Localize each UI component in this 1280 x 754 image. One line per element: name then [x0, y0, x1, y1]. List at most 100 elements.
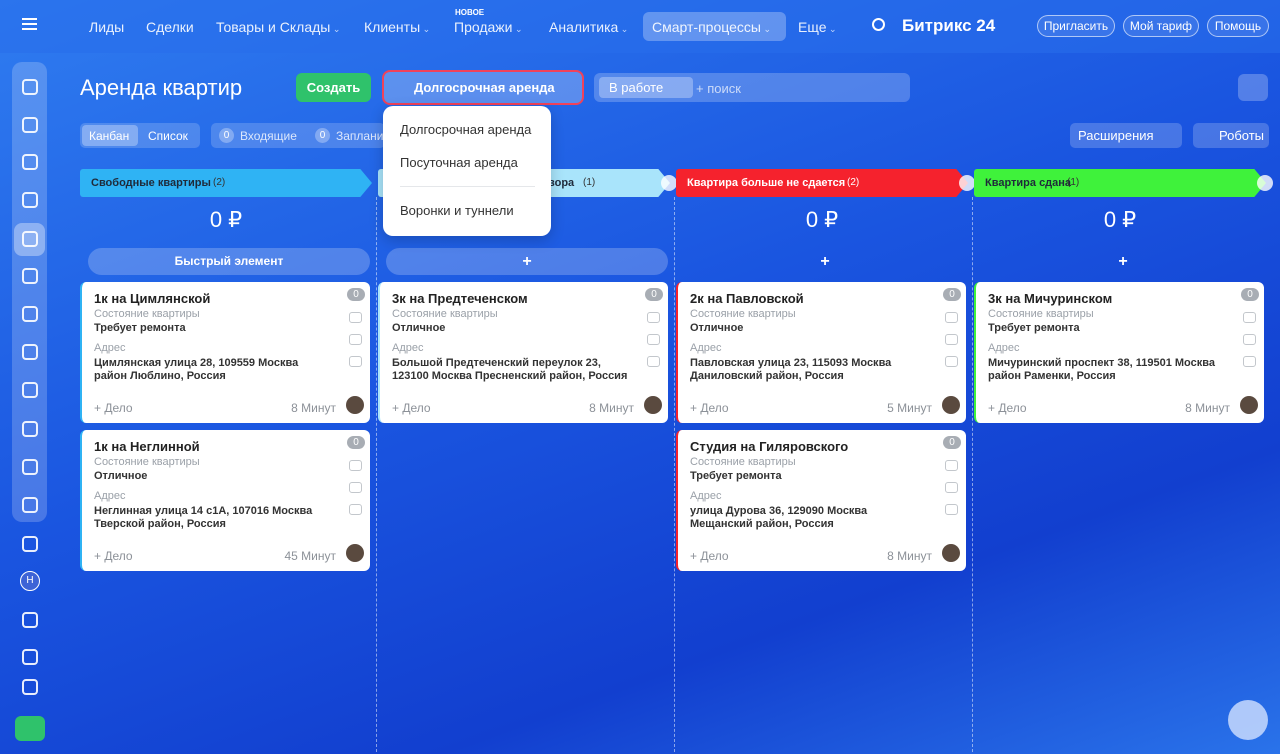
search-icon[interactable] — [872, 18, 885, 31]
column-add[interactable] — [1257, 175, 1273, 191]
card-action-icon[interactable] — [945, 460, 958, 471]
create-button[interactable]: Создать — [296, 73, 371, 102]
chat-button[interactable] — [1228, 700, 1268, 740]
nav-item[interactable]: Лиды — [89, 19, 125, 35]
deal-card[interactable]: 3к на Предтеченском 0 Состояние квартиры От… — [378, 282, 668, 423]
deal-card[interactable]: 2к на Павловской 0 Состояние квартиры Отлич… — [676, 282, 966, 423]
counter-label[interactable]: Заплани — [336, 129, 384, 143]
nav-item[interactable]: Продажи ⌄ — [454, 19, 523, 35]
view-tab[interactable]: Список — [148, 129, 188, 143]
filter-box[interactable] — [594, 73, 910, 102]
launch-button[interactable] — [15, 716, 45, 741]
card-action-icon[interactable] — [1243, 312, 1256, 323]
view-tab[interactable]: Канбан — [89, 129, 130, 143]
add-task[interactable]: + Дело — [94, 549, 133, 563]
filter-tag[interactable]: В работе — [599, 77, 693, 98]
deal-card[interactable]: 1к на Цимлянской 0 Состояние квартиры Требу… — [80, 282, 370, 423]
menu-icon[interactable] — [22, 18, 37, 30]
nav-item[interactable]: Смарт-процессы ⌄ — [652, 19, 771, 35]
sidebar-icon[interactable] — [22, 231, 38, 247]
card-action-icon[interactable] — [647, 334, 660, 345]
card-action-icon[interactable] — [945, 334, 958, 345]
field-label: Состояние квартиры — [690, 308, 796, 320]
sidebar-avatar[interactable]: Н — [20, 571, 40, 591]
card-action-icon[interactable] — [349, 312, 362, 323]
add-task[interactable]: + Дело — [392, 401, 431, 415]
field-label: Состояние квартиры — [988, 308, 1094, 320]
sidebar-icon[interactable] — [22, 154, 38, 170]
add-task[interactable]: + Дело — [690, 549, 729, 563]
card-title[interactable]: 3к на Предтеченском — [392, 291, 528, 306]
deal-card[interactable]: 1к на Неглинной 0 Состояние квартиры Отличн… — [80, 430, 370, 571]
deal-card[interactable]: 3к на Мичуринском 0 Состояние квартиры Треб… — [974, 282, 1264, 423]
sidebar-icon[interactable] — [22, 268, 38, 284]
card-title[interactable]: Студия на Гиляровского — [690, 439, 849, 454]
counter-label[interactable]: Входящие — [240, 129, 297, 143]
column-count: (1) — [583, 177, 596, 188]
sidebar-icon[interactable] — [22, 192, 38, 208]
sidebar-icon[interactable] — [22, 497, 38, 513]
dropdown-item[interactable]: Воронки и туннели — [400, 203, 514, 218]
settings-button[interactable] — [1238, 74, 1268, 101]
counter-badge: 0 — [315, 128, 330, 143]
quick-add[interactable]: + — [386, 248, 668, 275]
counters-box — [211, 123, 385, 148]
search-input[interactable]: + поиск — [696, 81, 741, 96]
sidebar-icon[interactable] — [22, 421, 38, 437]
card-action-icon[interactable] — [349, 504, 362, 515]
sidebar-icon[interactable] — [22, 306, 38, 322]
top-button[interactable]: Мой тариф — [1123, 15, 1199, 37]
field-label: Адрес — [94, 342, 126, 354]
sidebar-icon[interactable] — [22, 612, 38, 628]
sidebar-icon[interactable] — [22, 649, 38, 665]
nav-item[interactable]: Сделки — [146, 19, 194, 35]
sidebar-icon[interactable] — [22, 79, 38, 95]
add-task[interactable]: + Дело — [690, 401, 729, 415]
nav-item[interactable]: Клиенты ⌄ — [364, 19, 431, 35]
quick-add[interactable]: + — [1118, 253, 1128, 270]
card-action-icon[interactable] — [945, 482, 958, 493]
card-title[interactable]: 1к на Цимлянской — [94, 291, 211, 306]
new-badge: НОВОЕ — [455, 8, 485, 17]
nav-item[interactable]: Еще ⌄ — [798, 19, 837, 35]
dropdown-item[interactable]: Долгосрочная аренда — [400, 122, 532, 137]
quick-add[interactable]: + — [820, 253, 830, 270]
card-action-icon[interactable] — [1243, 356, 1256, 367]
column-add[interactable] — [661, 175, 677, 191]
sidebar-icon[interactable] — [22, 117, 38, 133]
card-action-icon[interactable] — [349, 356, 362, 367]
sidebar-icon[interactable] — [22, 536, 38, 552]
sidebar-icon[interactable] — [22, 459, 38, 475]
card-action-icon[interactable] — [647, 356, 660, 367]
sidebar-icon[interactable] — [22, 382, 38, 398]
card-title[interactable]: 2к на Павловской — [690, 291, 804, 306]
add-task[interactable]: + Дело — [988, 401, 1027, 415]
card-action-icon[interactable] — [1243, 334, 1256, 345]
quick-add[interactable]: Быстрый элемент — [88, 248, 370, 275]
card-action-icon[interactable] — [945, 356, 958, 367]
card-action-icon[interactable] — [349, 334, 362, 345]
sidebar-icon[interactable] — [22, 679, 38, 695]
column-add[interactable] — [959, 175, 975, 191]
card-title[interactable]: 3к на Мичуринском — [988, 291, 1113, 306]
deal-card[interactable]: Студия на Гиляровского 0 Состояние квартир… — [676, 430, 966, 571]
column-sum: 0 ₽ — [805, 207, 839, 232]
sidebar-icon[interactable] — [22, 344, 38, 360]
robots-button[interactable]: Роботы — [1193, 123, 1269, 148]
top-button[interactable]: Пригласить — [1037, 15, 1115, 37]
dropdown-item[interactable]: Посуточная аренда — [400, 155, 518, 170]
card-action-icon[interactable] — [945, 504, 958, 515]
funnel-button[interactable]: Долгосрочная аренда — [382, 70, 584, 105]
nav-item[interactable]: Аналитика ⌄ — [549, 19, 629, 35]
card-title[interactable]: 1к на Неглинной — [94, 439, 200, 454]
card-action-icon[interactable] — [945, 312, 958, 323]
nav-item[interactable]: Товары и Склады ⌄ — [216, 19, 341, 35]
card-action-icon[interactable] — [349, 460, 362, 471]
card-action-icon[interactable] — [349, 482, 362, 493]
add-task[interactable]: + Дело — [94, 401, 133, 415]
field-label: Адрес — [690, 342, 722, 354]
top-button[interactable]: Помощь — [1207, 15, 1269, 37]
extensions-button[interactable]: Расширения — [1070, 123, 1182, 148]
sidebar-active — [14, 223, 45, 256]
card-action-icon[interactable] — [647, 312, 660, 323]
